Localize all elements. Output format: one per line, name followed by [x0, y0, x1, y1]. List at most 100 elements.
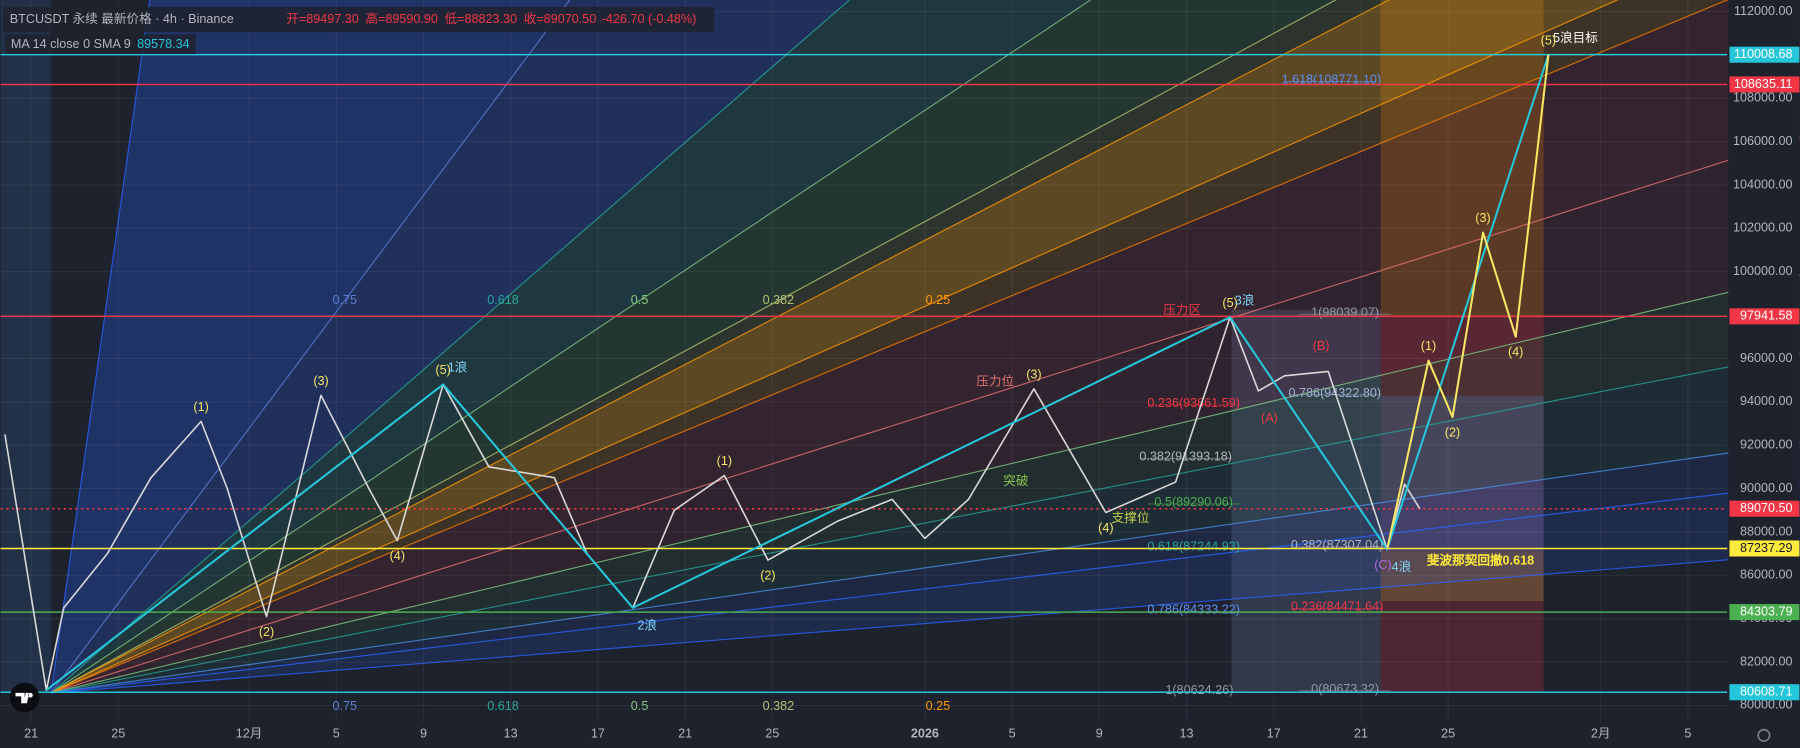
level-tag [1729, 684, 1800, 701]
x-tick-label: 9 [420, 727, 427, 741]
close: 收=89070.50 [524, 12, 597, 26]
grid [0, 0, 1728, 723]
zone [0, 0, 52, 693]
note: (C) [1374, 558, 1392, 572]
header: BTCUSDT 永续 最新价格 · 4h · Binance 开=89497.3… [2, 6, 715, 54]
x-tick-label: 21 [24, 727, 38, 741]
price-line-label: (1) [717, 454, 732, 468]
note: (A) [1261, 411, 1278, 425]
price-axis [1728, 0, 1800, 748]
logo [9, 682, 40, 713]
x-tick-label: 25 [111, 727, 125, 741]
time-axis [0, 723, 1729, 748]
wave-line-label: 3浪 [1235, 294, 1255, 308]
wave-line-label: 4浪 [1392, 560, 1412, 574]
price-line-label: (5) [1222, 296, 1237, 310]
indicator: MA 14 close 0 SMA 9 [11, 37, 131, 51]
x-tick-label: 13 [1179, 727, 1193, 741]
x-tick-label: 21 [1354, 727, 1368, 741]
level-tag [1729, 500, 1800, 517]
level-label: 89070.50 [1740, 501, 1793, 515]
y-tick-label: 112000.00 [1734, 4, 1793, 18]
note: 支撑位 [1112, 511, 1150, 525]
level-label: 97941.58 [1740, 309, 1793, 323]
level-label: 80608.71 [1740, 685, 1793, 699]
fan-label: 0.382 [763, 293, 795, 307]
fan-label: 0.382 [763, 699, 795, 713]
fan-line [50, 0, 851, 694]
x-tick-label: 5 [1009, 727, 1016, 741]
fib-label: 0.382(87307.04) [1291, 538, 1384, 552]
price-line-label: (1) [193, 400, 208, 414]
price-line-label: (4) [1098, 521, 1113, 535]
y-tick-label: 82000.00 [1740, 654, 1793, 668]
zone [1380, 0, 1544, 316]
fan-line [50, 352, 1800, 694]
note: 压力区 [1163, 303, 1201, 317]
level-label: 87237.29 [1740, 541, 1793, 555]
fib-label: 0.236(84471.64) [1291, 600, 1384, 614]
gear[interactable] [1757, 728, 1771, 742]
projection-line-label: (5) [1541, 33, 1556, 47]
symbol: BTCUSDT 永续 最新价格 · 4h · Binance [10, 11, 234, 26]
open: 开=89497.30 [286, 12, 359, 26]
projection-line [1386, 54, 1550, 550]
y-tick-label: 104000.00 [1733, 177, 1793, 191]
settings-icon[interactable] [1757, 728, 1771, 742]
fib-label: 0(80673.32) [1311, 682, 1379, 696]
price-line-label: (3) [313, 374, 328, 388]
x-tick-label: 2月 [1591, 727, 1611, 741]
fan-line [50, 0, 1390, 694]
fan-label: 0.75 [332, 699, 357, 713]
fan-label: 0.618 [487, 293, 519, 307]
logo-mark [15, 692, 33, 704]
level-tag [1729, 46, 1800, 63]
price-line-label: (3) [1026, 367, 1041, 381]
fan-line [50, 136, 1800, 694]
fan-label: 0.25 [926, 699, 951, 713]
y-tick-label: 86000.00 [1740, 568, 1793, 582]
fan-line [50, 0, 1619, 694]
change: -426.70 (-0.48%) [602, 12, 697, 26]
zone [1380, 550, 1544, 602]
fan-label: 0.75 [332, 293, 357, 307]
fan-line [50, 0, 151, 694]
fan-label: 0.618 [487, 699, 519, 713]
price-line-label: (2) [259, 625, 274, 639]
note: 突破 [1003, 473, 1029, 488]
fan-zone [51, 0, 1800, 693]
fan-line [50, 0, 1337, 694]
y-tick-label: 94000.00 [1740, 394, 1793, 408]
price-line-label: (2) [760, 569, 775, 583]
x-tick-label: 13 [504, 727, 518, 741]
projection-line-label: (3) [1475, 211, 1490, 225]
wave-line-label: 5浪目标 [1553, 31, 1598, 45]
x-tick-label: 21 [678, 727, 692, 741]
header-bg [2, 6, 715, 33]
x-tick-label: 17 [591, 727, 605, 741]
fib-fan: 0.75 0.75 0.618 0.618 0.5 0.5 0.382 0.382 0.25 0.… [50, 0, 1800, 713]
x-tick-label: 2026 [911, 727, 939, 741]
wave-line-label: 2浪 [637, 619, 657, 633]
x-tick-label: 25 [765, 727, 779, 741]
level-tag [1729, 76, 1800, 93]
indicator-bg [5, 34, 196, 54]
price-line-label: (4) [390, 549, 405, 563]
indicator-value: 89578.34 [137, 37, 190, 51]
projection-line-label: (2) [1445, 425, 1460, 439]
level-tag [1729, 308, 1800, 325]
projection-line-label: (1) [1421, 339, 1436, 353]
fan-label: 0.25 [926, 293, 951, 307]
fib-label: 0.618(87244.93) [1147, 539, 1240, 553]
fan-line [50, 274, 1800, 694]
x-tick-label: 5 [1684, 727, 1691, 741]
y-tick-label: 90000.00 [1740, 481, 1793, 495]
zone [1380, 315, 1544, 693]
fan-line [50, 484, 1800, 694]
fib-label: 1(80624.26) [1165, 683, 1233, 697]
fib-label: 0.5(89290.06) [1154, 495, 1233, 509]
x-tick-label: 12月 [236, 727, 263, 741]
